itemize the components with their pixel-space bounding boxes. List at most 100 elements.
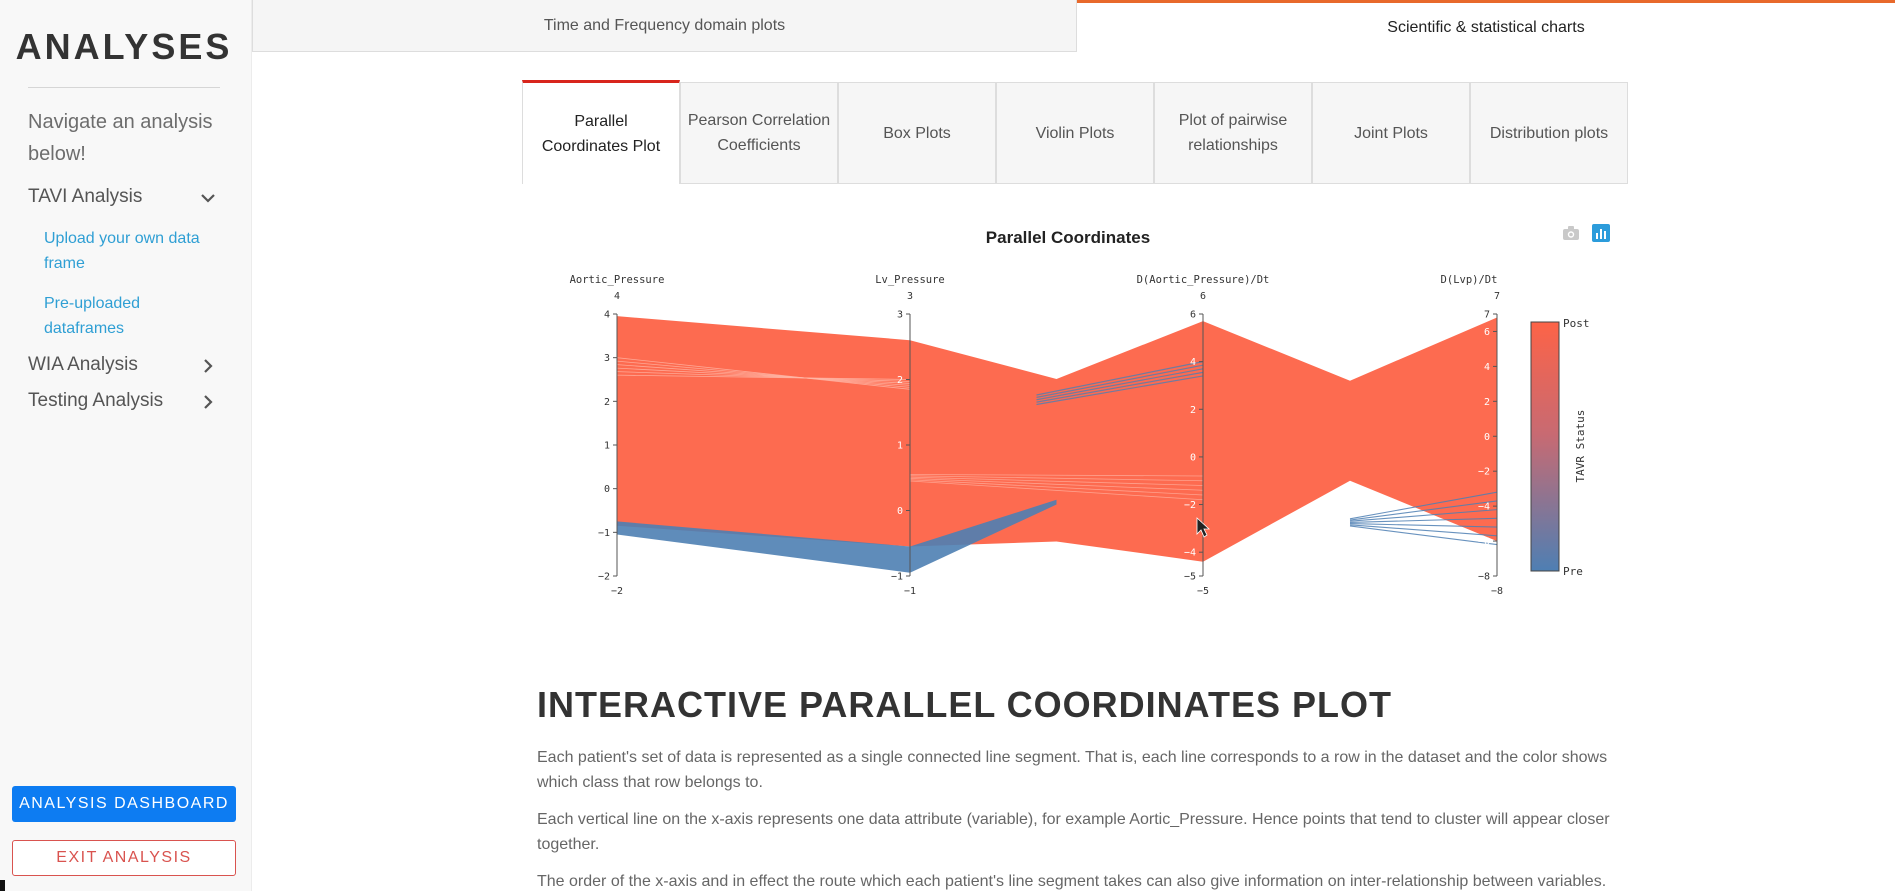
- colorbar-top-label: Post: [1563, 317, 1590, 330]
- tick-label: −5: [1184, 572, 1196, 583]
- corner-mark: [0, 880, 5, 891]
- axis-range-top-label: 4: [614, 291, 620, 302]
- tick-label: −6: [1478, 537, 1490, 548]
- chevron-right-icon: [204, 395, 213, 409]
- tick-label: 4: [1484, 362, 1490, 373]
- tick-label: 0: [604, 484, 610, 495]
- post-series-line: [909, 475, 1204, 482]
- colorbar-bottom-label: Pre: [1563, 565, 1583, 578]
- subtab-joint-plots[interactable]: Joint Plots: [1312, 82, 1470, 184]
- axis-range-bottom-label: −2: [611, 586, 623, 597]
- section-title: INTERACTIVE PARALLEL COORDINATES PLOT: [537, 684, 1393, 725]
- subtab-box-plots[interactable]: Box Plots: [838, 82, 996, 184]
- pre-series-line: [1349, 524, 1498, 537]
- upload-data-frame-link[interactable]: Upload your own data frame: [44, 230, 200, 272]
- pre-series-line: [1036, 371, 1204, 403]
- nav-item-testing-analysis[interactable]: Testing Analysis: [28, 390, 218, 412]
- post-series-line: [909, 480, 1204, 501]
- plotly-logo-icon[interactable]: [1590, 222, 1612, 244]
- parallel-coordinates-chart[interactable]: Parallel Coordinates Aortic_Pressure 4 −2 −2…: [522, 220, 1630, 620]
- post-series-line: [909, 476, 1204, 486]
- tab-time-frequency-plots[interactable]: Time and Frequency domain plots: [252, 0, 1077, 52]
- camera-icon[interactable]: [1560, 222, 1582, 244]
- axis-range-top-label: 7: [1494, 291, 1500, 302]
- subtab-label: Parallel Coordinates Plot: [541, 112, 661, 155]
- nav-item-label: Testing Analysis: [28, 390, 164, 411]
- tick-label: 1: [897, 441, 903, 452]
- tab-label: Scientific & statistical charts: [1387, 18, 1585, 36]
- nav-item-tavi-analysis[interactable]: TAVI Analysis: [28, 186, 218, 208]
- tick-label: −4: [1478, 502, 1490, 513]
- pre-series-line: [1349, 500, 1498, 521]
- axis-label: D(Lvp)/Dt: [1441, 274, 1498, 286]
- colorbar-title: TAVR Status: [1574, 410, 1587, 483]
- post-series-line: [616, 371, 911, 382]
- post-series-line: [616, 364, 911, 386]
- tick-label: −1: [598, 528, 610, 539]
- pre-series-line: [1036, 364, 1204, 398]
- tick-label: 2: [1484, 397, 1490, 408]
- subtab-label: Distribution plots: [1489, 124, 1609, 142]
- tick-label: 0: [1484, 432, 1490, 443]
- subtab-distribution-plots[interactable]: Distribution plots: [1470, 82, 1628, 184]
- axis-range-bottom-label: −1: [904, 586, 916, 597]
- analysis-dashboard-button[interactable]: ANALYSIS DASHBOARD: [12, 786, 236, 822]
- pre-uploaded-dataframes-link[interactable]: Pre-uploaded dataframes: [44, 295, 141, 337]
- axis-range-top-label: 6: [1200, 291, 1206, 302]
- tick-label: 0: [897, 506, 903, 517]
- subtab-parallel-coordinates[interactable]: Parallel Coordinates Plot: [522, 80, 680, 184]
- brand-title: ANALYSES: [15, 26, 233, 67]
- subtab-label: Joint Plots: [1354, 124, 1428, 142]
- pre-series-line: [1036, 375, 1204, 406]
- subtab-pearson-correlation[interactable]: Pearson Correlation Coefficients: [680, 82, 838, 184]
- pre-series-line: [1349, 523, 1498, 528]
- subtab-label: Violin Plots: [1035, 124, 1115, 142]
- chart-title: Parallel Coordinates: [986, 228, 1150, 247]
- post-series-band: [617, 316, 1497, 562]
- pre-series-line: [1349, 491, 1498, 520]
- chart-type-tabs: Parallel Coordinates Plot Pearson Correl…: [522, 80, 1630, 184]
- tab-label: Time and Frequency domain plots: [543, 16, 786, 34]
- post-series-line: [616, 367, 911, 384]
- tick-label: −2: [598, 572, 610, 583]
- tick-label: 0: [1190, 452, 1196, 463]
- post-series-line: [616, 357, 911, 390]
- axis-range-bottom-label: −5: [1197, 586, 1209, 597]
- tick-label: 2: [604, 397, 610, 408]
- description-paragraph: Each patient's set of data is represente…: [537, 749, 1608, 791]
- subtab-pairwise-relationships[interactable]: Plot of pairwise relationships: [1154, 82, 1312, 184]
- axis-label: D(Aortic_Pressure)/Dt: [1137, 274, 1270, 286]
- nav-item-wia-analysis[interactable]: WIA Analysis: [28, 354, 218, 376]
- tick-label: −8: [1478, 572, 1490, 583]
- pre-series-line: [1349, 509, 1498, 522]
- axis-range-bottom-label: −8: [1491, 586, 1503, 597]
- chevron-right-icon: [204, 359, 213, 373]
- chart-canvas[interactable]: Parallel CoordinatesAortic_Pressure4−2−2…: [522, 220, 1630, 620]
- tick-label: −2: [1184, 500, 1196, 511]
- tick-label: 6: [1484, 327, 1490, 338]
- nav-item-label: WIA Analysis: [28, 354, 138, 375]
- post-series-line: [909, 478, 1204, 491]
- tick-label: 6: [1190, 310, 1196, 321]
- post-series-line: [909, 479, 1204, 496]
- axis-label: Lv_Pressure: [875, 274, 945, 286]
- tick-label: 7: [1484, 310, 1490, 321]
- axis-range-top-label: 3: [907, 291, 913, 302]
- nav-hint: Navigate an analysis below!: [28, 111, 213, 165]
- post-series-line: [616, 374, 911, 380]
- subtab-label: Plot of pairwise relationships: [1178, 112, 1288, 154]
- post-series-line: [616, 360, 911, 388]
- sidebar: ANALYSES Navigate an analysis below! TAV…: [0, 0, 252, 891]
- post-series-line: [909, 474, 1204, 477]
- pre-series-line: [1036, 361, 1204, 396]
- tab-scientific-statistical-charts[interactable]: Scientific & statistical charts: [1077, 0, 1895, 52]
- axis-label: Aortic_Pressure: [570, 274, 665, 286]
- mouse-cursor-icon: [1196, 517, 1211, 538]
- subtab-violin-plots[interactable]: Violin Plots: [996, 82, 1154, 184]
- tick-label: −4: [1184, 548, 1196, 559]
- tick-label: −1: [891, 572, 903, 583]
- description-paragraph: Each vertical line on the x-axis represe…: [537, 811, 1610, 853]
- tick-label: 4: [604, 310, 610, 321]
- pre-series-band: [617, 499, 1057, 573]
- exit-analysis-button[interactable]: EXIT ANALYSIS: [12, 840, 236, 876]
